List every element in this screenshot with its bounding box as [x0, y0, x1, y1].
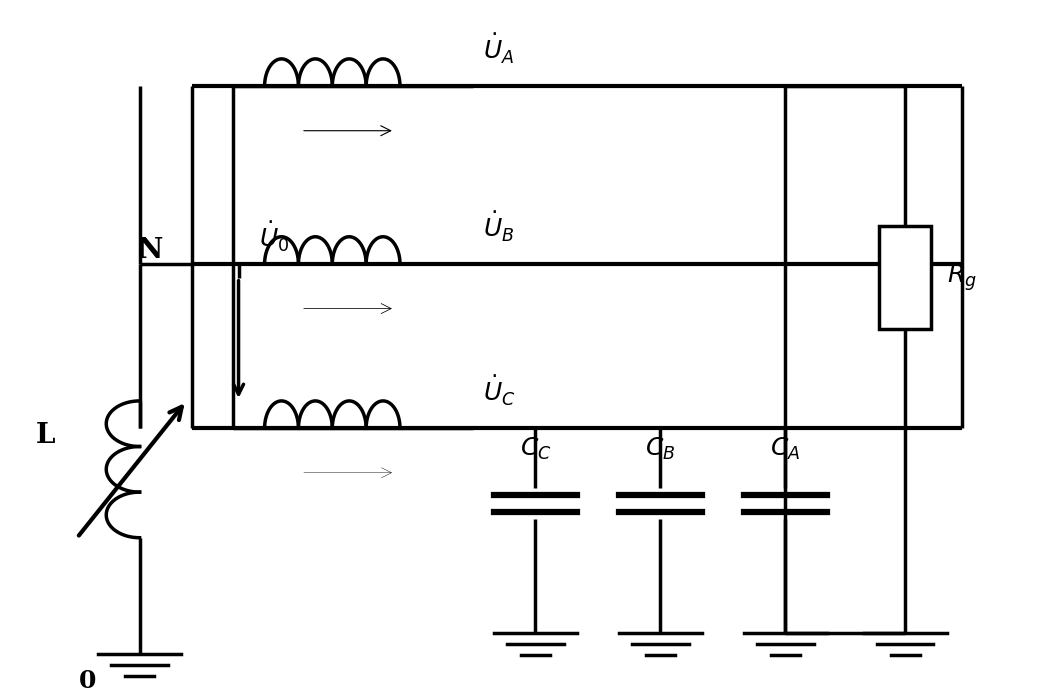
- Bar: [879, 226, 931, 329]
- Text: $\dot{U}_B$: $\dot{U}_B$: [483, 210, 514, 243]
- Text: $\dot{U}_0$: $\dot{U}_0$: [259, 219, 290, 254]
- Text: $R_g$: $R_g$: [947, 262, 976, 293]
- Text: $\dot{U}_A$: $\dot{U}_A$: [483, 31, 514, 66]
- Text: $\dot{U}_C$: $\dot{U}_C$: [483, 373, 516, 408]
- Text: L: L: [36, 421, 56, 449]
- Text: $C_B$: $C_B$: [645, 435, 675, 462]
- Text: $C_C$: $C_C$: [520, 435, 551, 462]
- Text: 0: 0: [79, 670, 97, 693]
- Text: $C_A$: $C_A$: [771, 435, 800, 462]
- Text: N: N: [138, 237, 163, 264]
